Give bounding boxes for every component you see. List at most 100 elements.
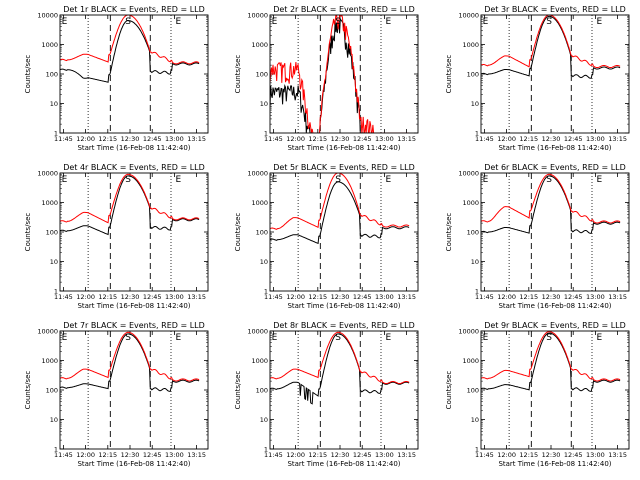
lld-series-line <box>270 331 410 384</box>
marker-label: E <box>272 333 278 343</box>
panel-title: Det 9r BLACK = Events, RED = LLD <box>484 321 626 330</box>
y-tick-label: 1 <box>475 446 479 454</box>
x-tick-label: 12:15 <box>308 293 327 301</box>
lld-series-line <box>60 173 200 224</box>
marker-label: S <box>335 175 341 185</box>
x-tick-label: 13:00 <box>586 135 605 143</box>
panel-title: Det 7r BLACK = Events, RED = LLD <box>63 321 205 330</box>
x-tick-label: 12:00 <box>286 135 305 143</box>
x-axis-label: Start Time (16-Feb-08 11:42:40) <box>287 144 400 152</box>
x-axis-label: Start Time (16-Feb-08 11:42:40) <box>287 302 400 310</box>
x-tick-label: 11:45 <box>54 293 73 301</box>
x-tick-label: 12:45 <box>143 135 162 143</box>
y-tick-label: 100 <box>46 387 58 395</box>
y-tick-label: 10000 <box>37 12 58 20</box>
x-tick-label: 12:45 <box>353 451 372 459</box>
panel-title: Det 6r BLACK = Events, RED = LLD <box>484 163 626 172</box>
x-axis-label: Start Time (16-Feb-08 11:42:40) <box>77 460 190 468</box>
x-tick-label: 13:15 <box>608 293 627 301</box>
marker-label: E <box>483 175 489 185</box>
x-tick-label: 12:45 <box>143 451 162 459</box>
marker-label: E <box>386 17 392 27</box>
marker-label: S <box>546 175 552 185</box>
x-tick-label: 12:15 <box>98 135 117 143</box>
y-tick-label: 10 <box>50 100 58 108</box>
x-tick-label: 11:45 <box>475 451 494 459</box>
panel-4: Det 4r BLACK = Events, RED = LLD Counts/s… <box>24 163 209 310</box>
marker-label: S <box>125 175 131 185</box>
x-tick-label: 13:00 <box>165 451 184 459</box>
marker-label: E <box>62 175 68 185</box>
marker-label: S <box>335 17 341 27</box>
x-tick-label: 12:15 <box>308 451 327 459</box>
x-tick-label: 13:15 <box>397 135 416 143</box>
y-tick-label: 10 <box>260 100 268 108</box>
panel-frame <box>269 172 419 292</box>
y-tick-label: 10000 <box>458 170 479 178</box>
x-tick-label: 12:30 <box>331 293 350 301</box>
y-axis-label: Counts/sec <box>445 55 453 94</box>
panel-frame <box>480 14 630 134</box>
events-series-line <box>60 19 200 83</box>
lld-series-line <box>270 15 410 133</box>
x-tick-label: 13:15 <box>397 293 416 301</box>
y-axis-label: Counts/sec <box>234 55 242 94</box>
y-tick-label: 10000 <box>247 12 268 20</box>
panel-title: Det 4r BLACK = Events, RED = LLD <box>63 163 205 172</box>
panel-frame <box>269 330 419 450</box>
x-axis-label: Start Time (16-Feb-08 11:42:40) <box>498 302 611 310</box>
marker-label: E <box>597 333 603 343</box>
panel-5: Det 5r BLACK = Events, RED = LLD Counts/s… <box>234 163 419 310</box>
events-series-line <box>60 333 200 392</box>
y-tick-label: 1000 <box>462 357 479 365</box>
marker-label: S <box>546 333 552 343</box>
panel-frame <box>269 14 419 134</box>
y-tick-label: 1000 <box>462 41 479 49</box>
y-tick-label: 100 <box>256 71 268 79</box>
x-tick-label: 12:00 <box>76 293 95 301</box>
x-tick-label: 12:45 <box>564 451 583 459</box>
y-tick-label: 10000 <box>247 328 268 336</box>
x-tick-label: 12:00 <box>497 293 516 301</box>
series-group <box>481 173 621 234</box>
x-tick-label: 13:00 <box>375 293 394 301</box>
y-tick-label: 1 <box>54 288 58 296</box>
y-tick-label: 100 <box>467 387 479 395</box>
x-tick-label: 13:15 <box>608 451 627 459</box>
panel-8: Det 8r BLACK = Events, RED = LLD Counts/s… <box>234 321 419 468</box>
panel-6: Det 6r BLACK = Events, RED = LLD Counts/s… <box>445 163 630 310</box>
marker-label: E <box>176 17 182 27</box>
y-tick-label: 10 <box>471 258 479 266</box>
x-tick-label: 12:45 <box>353 293 372 301</box>
x-tick-label: 13:00 <box>586 293 605 301</box>
x-tick-label: 12:15 <box>519 293 538 301</box>
x-tick-label: 12:45 <box>564 135 583 143</box>
y-tick-label: 100 <box>256 387 268 395</box>
series-group <box>481 331 621 392</box>
marker-label: S <box>125 17 131 27</box>
y-tick-label: 1 <box>54 446 58 454</box>
y-tick-label: 1000 <box>251 357 268 365</box>
panel-2: Det 2r BLACK = Events, RED = LLD Counts/s… <box>234 5 419 152</box>
x-tick-label: 12:00 <box>76 451 95 459</box>
marker-label: E <box>272 175 278 185</box>
marker-label: E <box>386 333 392 343</box>
x-tick-label: 11:45 <box>54 135 73 143</box>
panel-title: Det 2r BLACK = Events, RED = LLD <box>273 5 415 14</box>
x-tick-label: 12:45 <box>353 135 372 143</box>
lld-series-line <box>481 173 621 224</box>
panel-7: Det 7r BLACK = Events, RED = LLD Counts/s… <box>24 321 209 468</box>
panel-frame <box>59 330 209 450</box>
marker-label: E <box>597 17 603 27</box>
y-tick-label: 1000 <box>251 41 268 49</box>
panel-title: Det 8r BLACK = Events, RED = LLD <box>273 321 415 330</box>
events-series-line <box>481 332 621 392</box>
marker-label: E <box>62 333 68 343</box>
y-axis-label: Counts/sec <box>234 371 242 410</box>
y-tick-label: 10 <box>260 416 268 424</box>
x-tick-label: 12:45 <box>143 293 162 301</box>
y-tick-label: 1 <box>264 130 268 138</box>
x-tick-label: 11:45 <box>264 135 283 143</box>
y-tick-label: 10 <box>471 416 479 424</box>
